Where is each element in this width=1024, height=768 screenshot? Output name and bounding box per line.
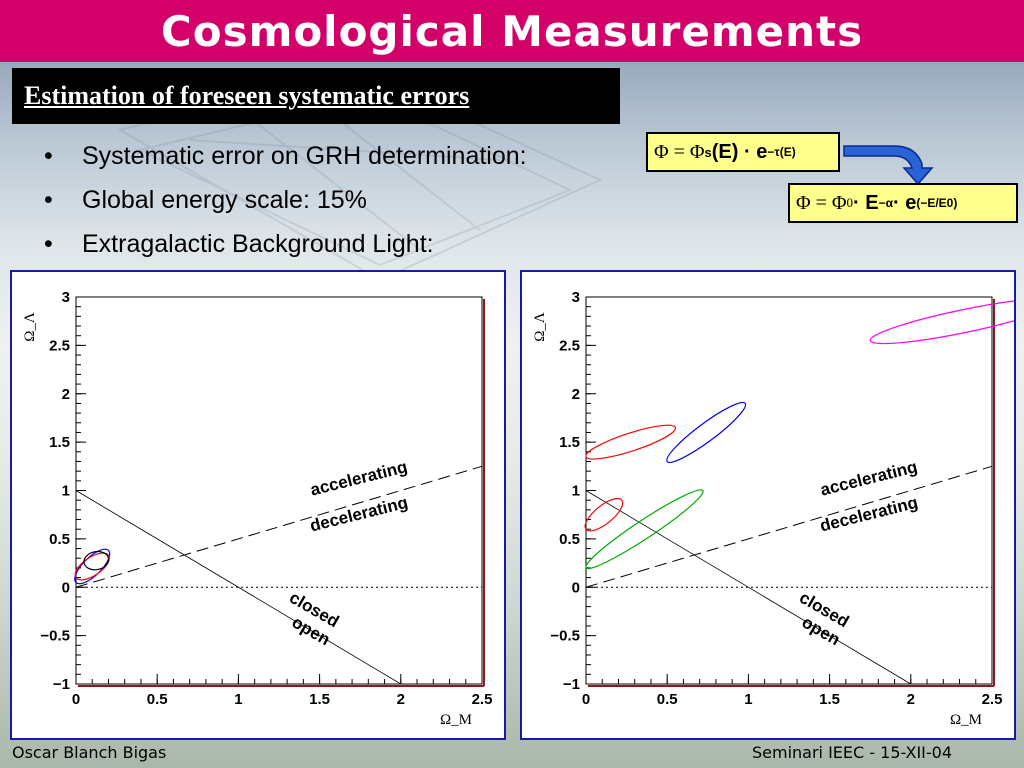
annotation-decelerating: decelerating [818,493,920,536]
y-tick-label: 1 [572,483,580,500]
x-tick-label: 2.5 [472,691,493,708]
footer-author: Oscar Blanch Bigas [12,743,167,762]
title-bar: Cosmological Measurements [0,0,1024,62]
confidence-contour [666,401,747,463]
formula-lhs: Φ = Φ [654,140,705,163]
confidence-contour [585,489,704,570]
annotation-accelerating: accelerating [308,457,409,499]
bullet-dot-icon: • [44,142,53,170]
bullet-list: • Systematic error on GRH determination: … [44,134,527,266]
subtitle: Estimation of foreseen systematic errors [24,81,470,110]
formula-exponent: −τ(E) [767,145,796,159]
bullet-item: • Systematic error on GRH determination: [44,134,527,178]
bullet-text: Global energy scale: 15% [82,186,367,214]
y-tick-label: 0.5 [49,531,70,548]
x-tick-label: 1.5 [819,691,840,708]
bullet-dot-icon: • [44,186,53,214]
y-tick-label: 1 [62,483,70,500]
bullet-text: Systematic error on GRH determination: [82,142,527,170]
formula-mid: (E) · e [711,140,768,163]
y-tick-label: 3 [62,289,70,306]
y-tick-label: 1.5 [559,434,580,451]
bullet-dot-icon: • [44,230,53,258]
plot-frame [75,296,483,685]
y-tick-label: −1 [53,676,70,693]
bullet-item: • Extragalactic Background Light: [44,222,527,266]
plot-frame [585,296,993,685]
x-tick-label: 0.5 [657,691,678,708]
confidence-contour [869,298,1014,345]
formula-exponent: −α [878,196,893,210]
x-axis-label: Ω_M [950,712,982,728]
formula-exponent: (−E/E0) [916,196,958,210]
y-tick-label: 0.5 [559,531,580,548]
x-tick-label: 1.5 [309,691,330,708]
chart-left: 0 0.5 1 1.5 2 2.5 −1 −0.5 0 0.5 1 1.5 2 2.5 3 Ω_M Ω_Λacc… [22,289,493,728]
x-tick-label: 0 [582,691,590,708]
bullet-item: • Global energy scale: 15% [44,178,527,222]
formula-mid: · E [853,191,879,214]
annotation-accelerating: accelerating [818,457,919,499]
y-axis-label: Ω_Λ [22,312,38,342]
acceleration-line [585,465,993,588]
x-tick-label: 0 [72,691,80,708]
x-tick-label: 1 [744,691,752,708]
bullet-text: Extragalactic Background Light: [82,230,434,258]
y-axis-label: Ω_Λ [532,312,548,342]
y-tick-label: 2.5 [559,337,580,354]
y-tick-label: 2.5 [49,337,70,354]
x-tick-label: 0.5 [147,691,168,708]
x-tick-label: 2 [907,691,915,708]
formula-lhs: Φ = Φ [796,191,847,214]
y-tick-label: 2 [572,386,580,403]
x-tick-label: 2 [397,691,405,708]
x-tick-label: 2.5 [982,691,1003,708]
formula-subscript: s [704,144,712,160]
formula-subscript: 0 [846,195,854,210]
formula-mid: · e [892,191,917,214]
y-tick-label: −0.5 [550,628,580,645]
y-tick-label: 1.5 [49,434,70,451]
x-tick-label: 1 [234,691,242,708]
confidence-contour [74,552,110,581]
y-tick-label: −1 [563,676,580,693]
acceleration-line [75,465,483,588]
y-tick-label: 0 [572,579,580,596]
flat-line [75,490,402,685]
y-tick-label: 2 [62,386,70,403]
flat-line [585,490,912,685]
page-title: Cosmological Measurements [160,6,864,56]
chart-right: 0 0.5 1 1.5 2 2.5 −1 −0.5 0 0.5 1 1.5 2 2.5 3 Ω_M Ω_Λacc… [532,289,1014,728]
x-axis-label: Ω_M [440,712,472,728]
confidence-contour [584,497,624,532]
footer-event: Seminari IEEC - 15-XII-04 [752,743,953,762]
y-tick-label: 3 [572,289,580,306]
subtitle-box: Estimation of foreseen systematic errors [12,68,620,124]
y-tick-label: 0 [62,579,70,596]
y-tick-label: −0.5 [40,628,70,645]
confidence-contour [585,424,677,460]
annotation-decelerating: decelerating [308,493,410,536]
arrow-icon [843,145,934,186]
confidence-contour [83,550,110,571]
